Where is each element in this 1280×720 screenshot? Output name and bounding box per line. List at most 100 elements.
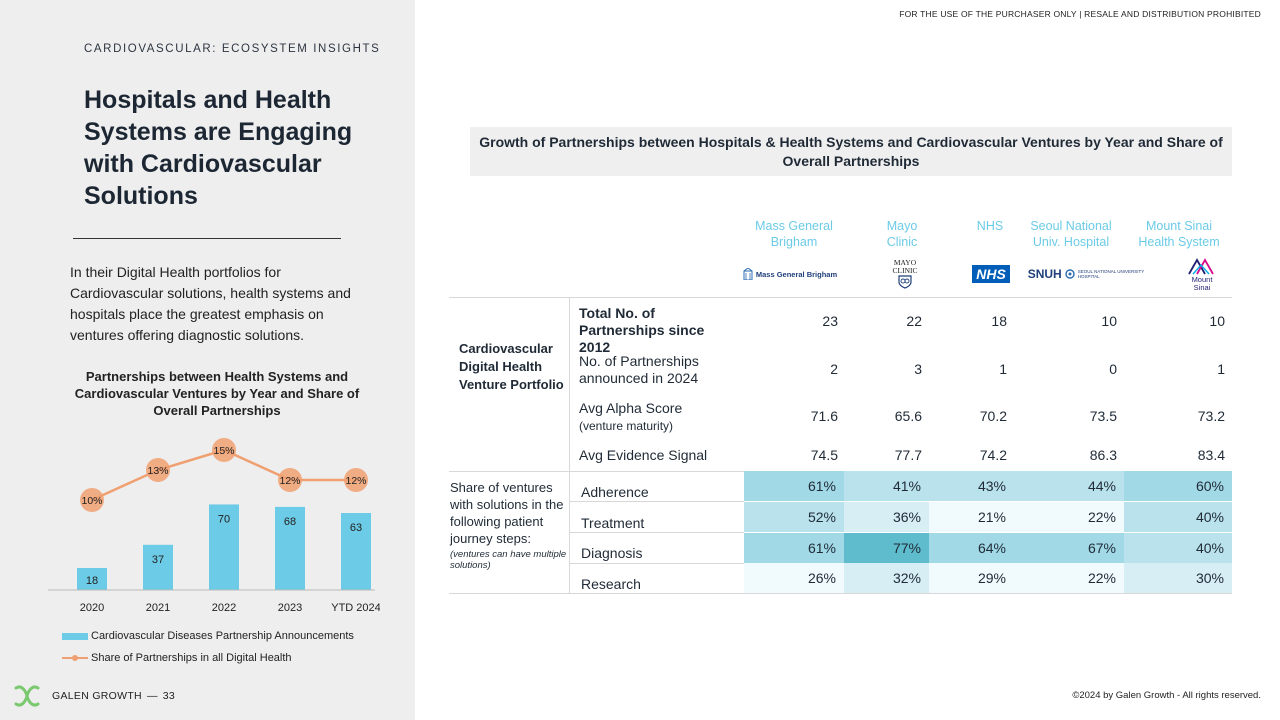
page-number: 33 (162, 690, 176, 702)
legend-line-swatch (62, 653, 88, 663)
legend-bar-label: Cardiovascular Diseases Partnership Anno… (91, 630, 354, 642)
mount-sinai-logo: Mount Sinai (1180, 256, 1224, 292)
table-top-border (449, 297, 1232, 298)
mount-sinai-logo-word2: Sinai (1193, 283, 1211, 292)
metric-cell: 73.5 (1089, 408, 1117, 424)
heat-cell: 64% (929, 533, 1014, 563)
snuh-logo-text: SNUH (1027, 267, 1062, 281)
mayo-logo-word1: MAYO (893, 258, 917, 267)
heat-cell: 40% (1124, 533, 1232, 563)
nhs-logo-text: NHS (972, 265, 1010, 283)
bar-2023 (275, 506, 305, 590)
mayo-logo-word2: CLINIC (892, 266, 918, 275)
snuh-logo-sub-line1: SEOUL NATIONAL UNIVERSITY (1077, 269, 1145, 274)
partnership-chart: 18 2020 37 2021 70 2022 68 2023 63 YTD 2024 10% 13%… (48, 438, 380, 614)
share-point (146, 458, 170, 482)
step-label-research: Research (581, 576, 641, 592)
table-title: Growth of Partnerships between Hospitals… (470, 127, 1232, 176)
step-label-diagnosis: Diagnosis (581, 545, 643, 561)
mount-sinai-mountain-icon (1188, 258, 1214, 275)
legend-item-bar: Cardiovascular Diseases Partnership Anno… (62, 625, 354, 647)
heat-cell: 61% (744, 533, 844, 563)
heat-cell: 40% (1124, 502, 1232, 532)
intro-text: In their Digital Health portfolios for C… (70, 264, 351, 343)
copyright: ©2024 by Galen Growth - All rights reser… (1072, 690, 1261, 701)
footer-separator: — (146, 690, 158, 702)
metric-cell: 22 (906, 313, 922, 329)
share-point-label: 12% (279, 475, 300, 487)
metric-alpha-label-sub: (venture maturity) (579, 419, 674, 433)
mgb-logo: Mass General Brigham (740, 256, 840, 292)
heat-cell: 77% (844, 533, 929, 563)
heat-cell: 30% (1124, 563, 1232, 593)
bar-value-label: 37 (152, 554, 164, 566)
column-header-mayo: Mayo Clinic (886, 219, 918, 249)
metric-alpha-label-main: Avg Alpha Score (579, 400, 683, 416)
column-header-mgb: Mass General Brigham (755, 219, 833, 249)
chart-legend: Cardiovascular Diseases Partnership Anno… (62, 625, 354, 669)
metric-cell: 71.6 (810, 408, 838, 424)
mgb-building-icon (743, 268, 753, 280)
heat-cell: 67% (1014, 533, 1124, 563)
legend-item-line: Share of Partnerships in all Digital Hea… (62, 647, 354, 669)
metric-cell: 18 (991, 313, 1007, 329)
column-header-sinai: Mount Sinai Health System (1138, 219, 1220, 249)
metric-cell: 74.5 (810, 447, 838, 463)
usage-notice: FOR THE USE OF THE PURCHASER ONLY | RESA… (899, 9, 1261, 19)
heat-cell: 60% (1124, 471, 1232, 501)
metric-total-label: Total No. of Partnerships since 2012 (579, 305, 705, 355)
heat-cell: 43% (929, 471, 1014, 501)
share-point (278, 468, 302, 492)
step-separator-2 (569, 532, 744, 533)
metric-cell: 73.2 (1197, 408, 1225, 424)
heat-cell: 26% (744, 563, 844, 593)
x-tick-label: 2021 (146, 602, 170, 614)
share-point (80, 488, 104, 512)
metric-cell: 70.2 (979, 408, 1007, 424)
x-tick-label: 2022 (212, 602, 236, 614)
snuh-logo-sub-line2: HOSPITAL (1077, 274, 1100, 279)
share-point (344, 468, 368, 492)
share-point-label: 13% (147, 465, 168, 477)
heat-cell: 41% (844, 471, 929, 501)
portfolio-section-label: Cardiovascular Digital Health Venture Po… (459, 341, 564, 392)
column-header-nhs: NHS (976, 219, 1004, 233)
portfolio-label-divider (569, 297, 570, 471)
snuh-logo: SNUH SEOUL NATIONAL UNIVERSITY HOSPITAL (1026, 256, 1146, 292)
bar-2020 (77, 568, 107, 590)
column-header-snuh: Seoul National Univ. Hospital (1030, 219, 1112, 249)
metric-cell: 65.6 (894, 408, 922, 424)
heat-cell: 21% (929, 502, 1014, 532)
heat-cell: 52% (744, 502, 844, 532)
nhs-logo: NHS (968, 256, 1014, 292)
metric-cell: 74.2 (979, 447, 1007, 463)
share-point-label: 12% (345, 475, 366, 487)
page-title: Hospitals and Health Systems are Engagin… (84, 86, 353, 210)
bar-2021 (143, 544, 173, 590)
heat-cell: 29% (929, 563, 1014, 593)
heat-cell: 36% (844, 502, 929, 532)
bar-value-label: 68 (284, 516, 296, 528)
metric-cell: 77.7 (894, 447, 922, 463)
table-bottom-border (449, 593, 1232, 594)
share-section-note: (ventures can have multiple solutions) (450, 549, 567, 571)
metric-evidence-label: Avg Evidence Signal (579, 447, 708, 463)
left-panel (0, 0, 415, 720)
share-section-label: Share of ventures with solutions in the … (450, 479, 570, 571)
metric-cell: 0 (1109, 361, 1117, 377)
step-separator-3 (569, 563, 744, 564)
heat-cell: 32% (844, 563, 929, 593)
bar-value-label: 18 (86, 575, 98, 587)
metric-cell: 10 (1209, 313, 1225, 329)
snuh-logo-sub: SEOUL NATIONAL UNIVERSITY HOSPITAL (1078, 269, 1145, 279)
x-tick-label: YTD 2024 (331, 602, 380, 614)
metric-cell: 23 (822, 313, 838, 329)
bar-2022 (209, 504, 239, 590)
share-point (212, 438, 236, 462)
mini-chart-title: Partnerships between Health Systems and … (74, 369, 360, 418)
mayo-shield-icon (898, 275, 912, 289)
step-label-adherence: Adherence (581, 484, 649, 500)
bar-YTD 2024 (341, 513, 371, 590)
x-tick-label: 2023 (278, 602, 302, 614)
share-point-label: 15% (213, 445, 234, 457)
